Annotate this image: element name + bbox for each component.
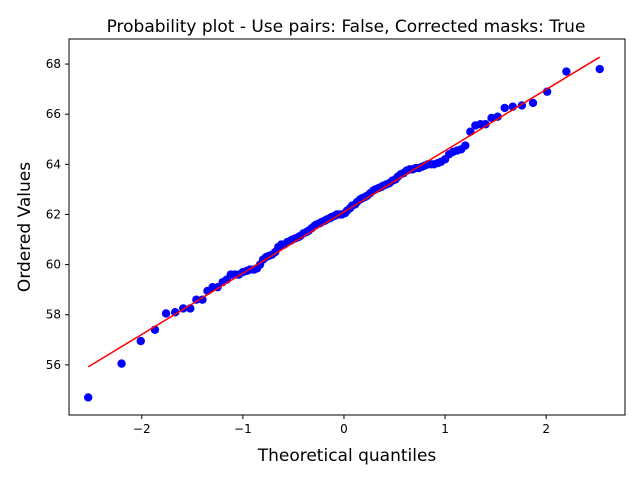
fit-line <box>87 56 601 368</box>
chart-title: Probability plot - Use pairs: False, Cor… <box>107 17 586 37</box>
data-point <box>84 393 93 402</box>
x-tick-label: −2 <box>133 422 151 436</box>
x-axis-ticks: −2 −1 0 1 2 <box>133 415 550 436</box>
y-tick-label: 56 <box>46 358 61 372</box>
data-point <box>136 336 145 346</box>
y-axis-label: Ordered Values <box>15 162 35 292</box>
plot-area <box>84 56 604 402</box>
axes-frame <box>68 38 626 416</box>
x-tick-label: 0 <box>340 422 348 436</box>
data-point <box>562 67 571 76</box>
data-point <box>500 103 509 113</box>
data-point <box>481 120 490 129</box>
data-point <box>595 64 604 74</box>
data-point <box>161 309 171 318</box>
y-tick-label: 60 <box>46 258 61 272</box>
y-tick-label: 66 <box>46 107 61 121</box>
x-tick-label: 1 <box>441 422 449 436</box>
data-point <box>493 112 502 121</box>
y-tick-label: 62 <box>46 207 61 221</box>
x-axis-label: Theoretical quantiles <box>257 446 437 466</box>
data-point <box>117 359 126 368</box>
data-point <box>170 308 180 317</box>
x-tick-label: −1 <box>234 422 252 436</box>
data-point <box>528 98 538 108</box>
x-tick-label: 2 <box>542 422 550 436</box>
data-points-layer <box>84 56 604 402</box>
y-tick-label: 64 <box>46 157 61 171</box>
data-point <box>461 141 470 150</box>
y-tick-label: 68 <box>46 57 61 71</box>
y-tick-label: 58 <box>46 308 61 322</box>
y-axis-ticks: 56 58 60 62 64 66 68 <box>46 57 69 372</box>
data-point <box>198 295 207 304</box>
